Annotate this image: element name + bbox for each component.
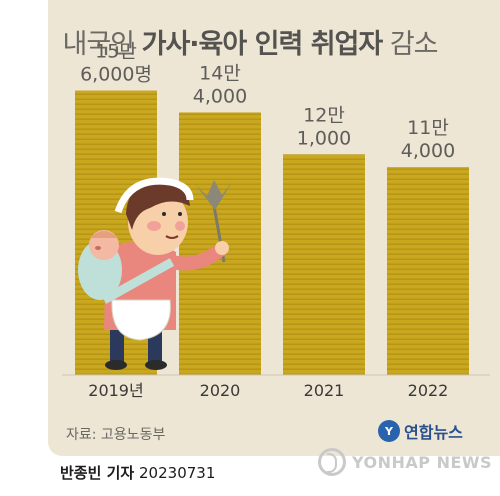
bar-3 (387, 167, 469, 375)
yonhap-logo-text: 연합뉴스 (404, 423, 463, 442)
category-label-2: 2021 (304, 381, 345, 400)
yonhap-logo-icon: Y (378, 420, 400, 442)
bar-2 (283, 154, 365, 375)
value-label-1-1: 4,000 (193, 85, 247, 107)
chart-title: 내국인 가사·육아 인력 취업자 감소 (62, 29, 439, 60)
byline-date: 20230731 (139, 464, 216, 482)
value-label-1-0: 14만 (199, 62, 241, 84)
category-label-0: 2019년 (88, 381, 143, 400)
yonhap-logo: Y 연합뉴스 (378, 419, 463, 443)
category-label-1: 2020 (200, 381, 241, 400)
woman-with-baby-illustration (78, 177, 232, 370)
watermark-logo-icon (318, 448, 346, 476)
value-label-2-0: 12만 (303, 104, 345, 126)
watermark: YONHAP NEWS (318, 448, 492, 476)
value-label-0-1: 6,000명 (80, 64, 152, 86)
reporter-name: 반종빈 기자 (60, 464, 135, 482)
watermark-text: YONHAP NEWS (352, 452, 493, 472)
value-label-3-0: 11만 (407, 117, 449, 139)
byline: 반종빈 기자 20230731 (60, 462, 215, 483)
value-label-3-1: 4,000 (401, 140, 455, 162)
value-label-2-1: 1,000 (297, 127, 351, 149)
value-label-0-0: 15만 (95, 41, 137, 63)
category-label-3: 2022 (408, 381, 449, 400)
source-note: 자료: 고용노동부 (66, 427, 166, 443)
